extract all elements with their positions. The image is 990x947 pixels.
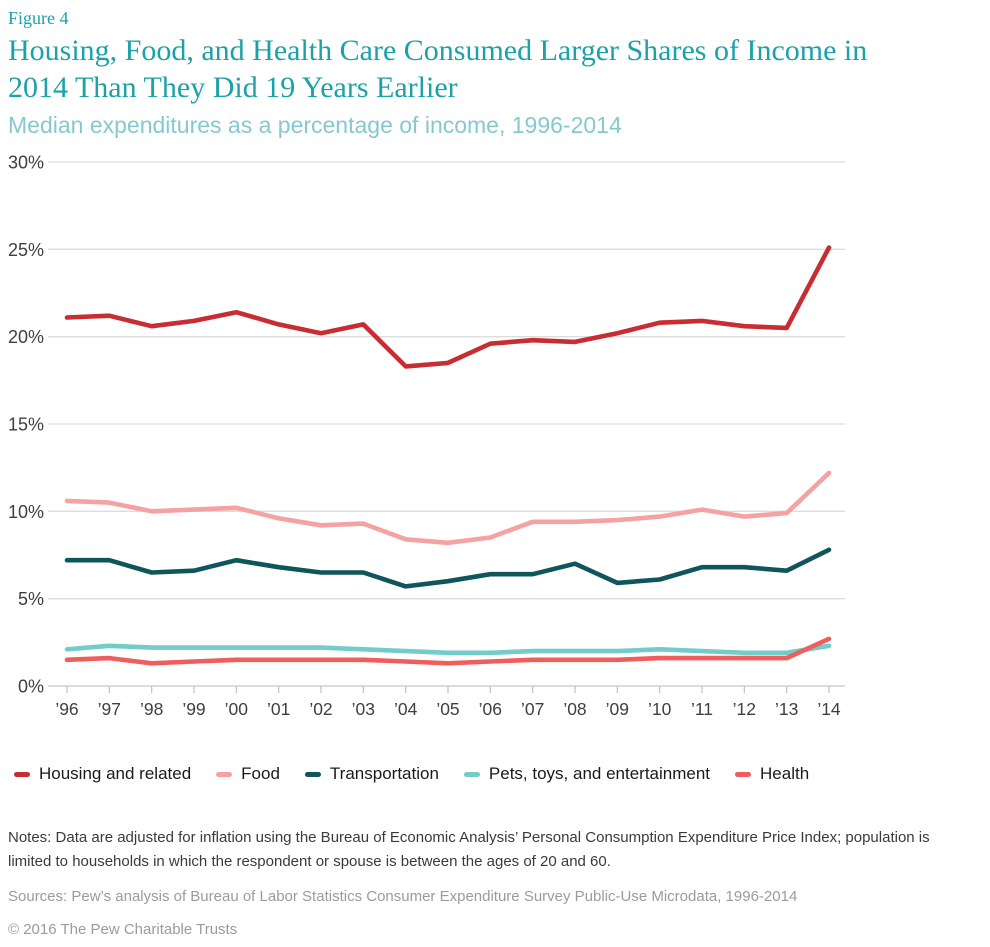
x-axis-label: ’04 — [394, 699, 418, 719]
x-axis-label: ’08 — [563, 699, 586, 719]
y-axis-label: 20% — [8, 327, 44, 347]
chart-legend: Housing and related Food Transportation Pet… — [0, 762, 990, 786]
legend-swatch-icon — [14, 771, 30, 777]
y-axis-label: 25% — [8, 240, 44, 260]
legend-swatch-icon — [735, 771, 752, 777]
x-axis-label: ’10 — [648, 699, 672, 719]
legend-item-pets-toys-and-entertainment: Pets, toys, and entertainment — [463, 764, 711, 784]
y-axis-label: 30% — [8, 153, 44, 173]
x-axis-label: ’96 — [55, 699, 78, 719]
legend-label: Health — [760, 764, 810, 784]
sources-text: Sources: Pew’s analysis of Bureau of Lab… — [8, 888, 798, 906]
x-axis-label: ’99 — [182, 699, 205, 719]
copyright-text: © 2016 The Pew Charitable Trusts — [8, 921, 238, 939]
legend-swatch-icon — [463, 771, 480, 777]
x-axis-label: ’00 — [225, 699, 249, 719]
legend-label: Housing and related — [39, 764, 192, 784]
series-line-pets-toys-and-entertainment — [64, 643, 832, 656]
line-chart: 0% 5% 10% 15% 20% 25% 30% ’96 ’97 ’98 ’99 ’00 ’01 ’02… — [0, 141, 990, 746]
series-line-transportation — [64, 547, 832, 589]
y-axis-label: 5% — [18, 589, 44, 609]
x-axis-label: ’97 — [98, 699, 121, 719]
legend-swatch-icon — [304, 771, 321, 777]
x-axis-label: ’07 — [521, 699, 544, 719]
x-axis-label: ’01 — [267, 699, 290, 719]
legend-label: Food — [241, 764, 280, 784]
x-axis-label: ’03 — [352, 699, 375, 719]
legend-label: Transportation — [329, 764, 439, 784]
legend-swatch-icon — [216, 771, 233, 777]
figure-header: Figure 4 Housing, Food, and Health Care … — [0, 0, 990, 139]
legend-item-housing-and-related: Housing and related — [14, 764, 191, 784]
y-axis-label: 15% — [8, 415, 44, 435]
y-axis-label: 0% — [18, 677, 44, 697]
series-line-housing-and-related — [64, 245, 832, 369]
legend-item-health: Health — [735, 764, 809, 784]
legend-label: Pets, toys, and entertainment — [488, 764, 711, 784]
x-axis-label: ’13 — [775, 699, 798, 719]
x-axis-label: ’09 — [606, 699, 629, 719]
figure-title: Housing, Food, and Health Care Consumed … — [8, 34, 868, 104]
x-axis-label: ’06 — [479, 699, 502, 719]
x-axis-label: ’02 — [309, 699, 332, 719]
series-line-health — [64, 636, 832, 666]
x-axis-label: ’98 — [140, 699, 163, 719]
figure-label: Figure 4 — [8, 8, 69, 28]
x-axis-label: ’11 — [691, 699, 713, 719]
x-axis-label: ’05 — [436, 699, 459, 719]
notes-text: Notes: Data are adjusted for inflation u… — [8, 829, 930, 871]
legend-item-food: Food — [216, 764, 280, 784]
figure-subtitle: Median expenditures as a percentage of i… — [8, 112, 622, 139]
series-line-food — [64, 470, 832, 546]
x-axis-label: ’12 — [733, 699, 756, 719]
legend-item-transportation: Transportation — [304, 764, 439, 784]
x-axis-label: ’14 — [817, 699, 841, 719]
y-axis-label: 10% — [8, 502, 44, 522]
line-chart-canvas: 0% 5% 10% 15% 20% 25% 30% ’96 ’97 ’98 ’99 ’00 ’01 ’02… — [8, 153, 845, 719]
